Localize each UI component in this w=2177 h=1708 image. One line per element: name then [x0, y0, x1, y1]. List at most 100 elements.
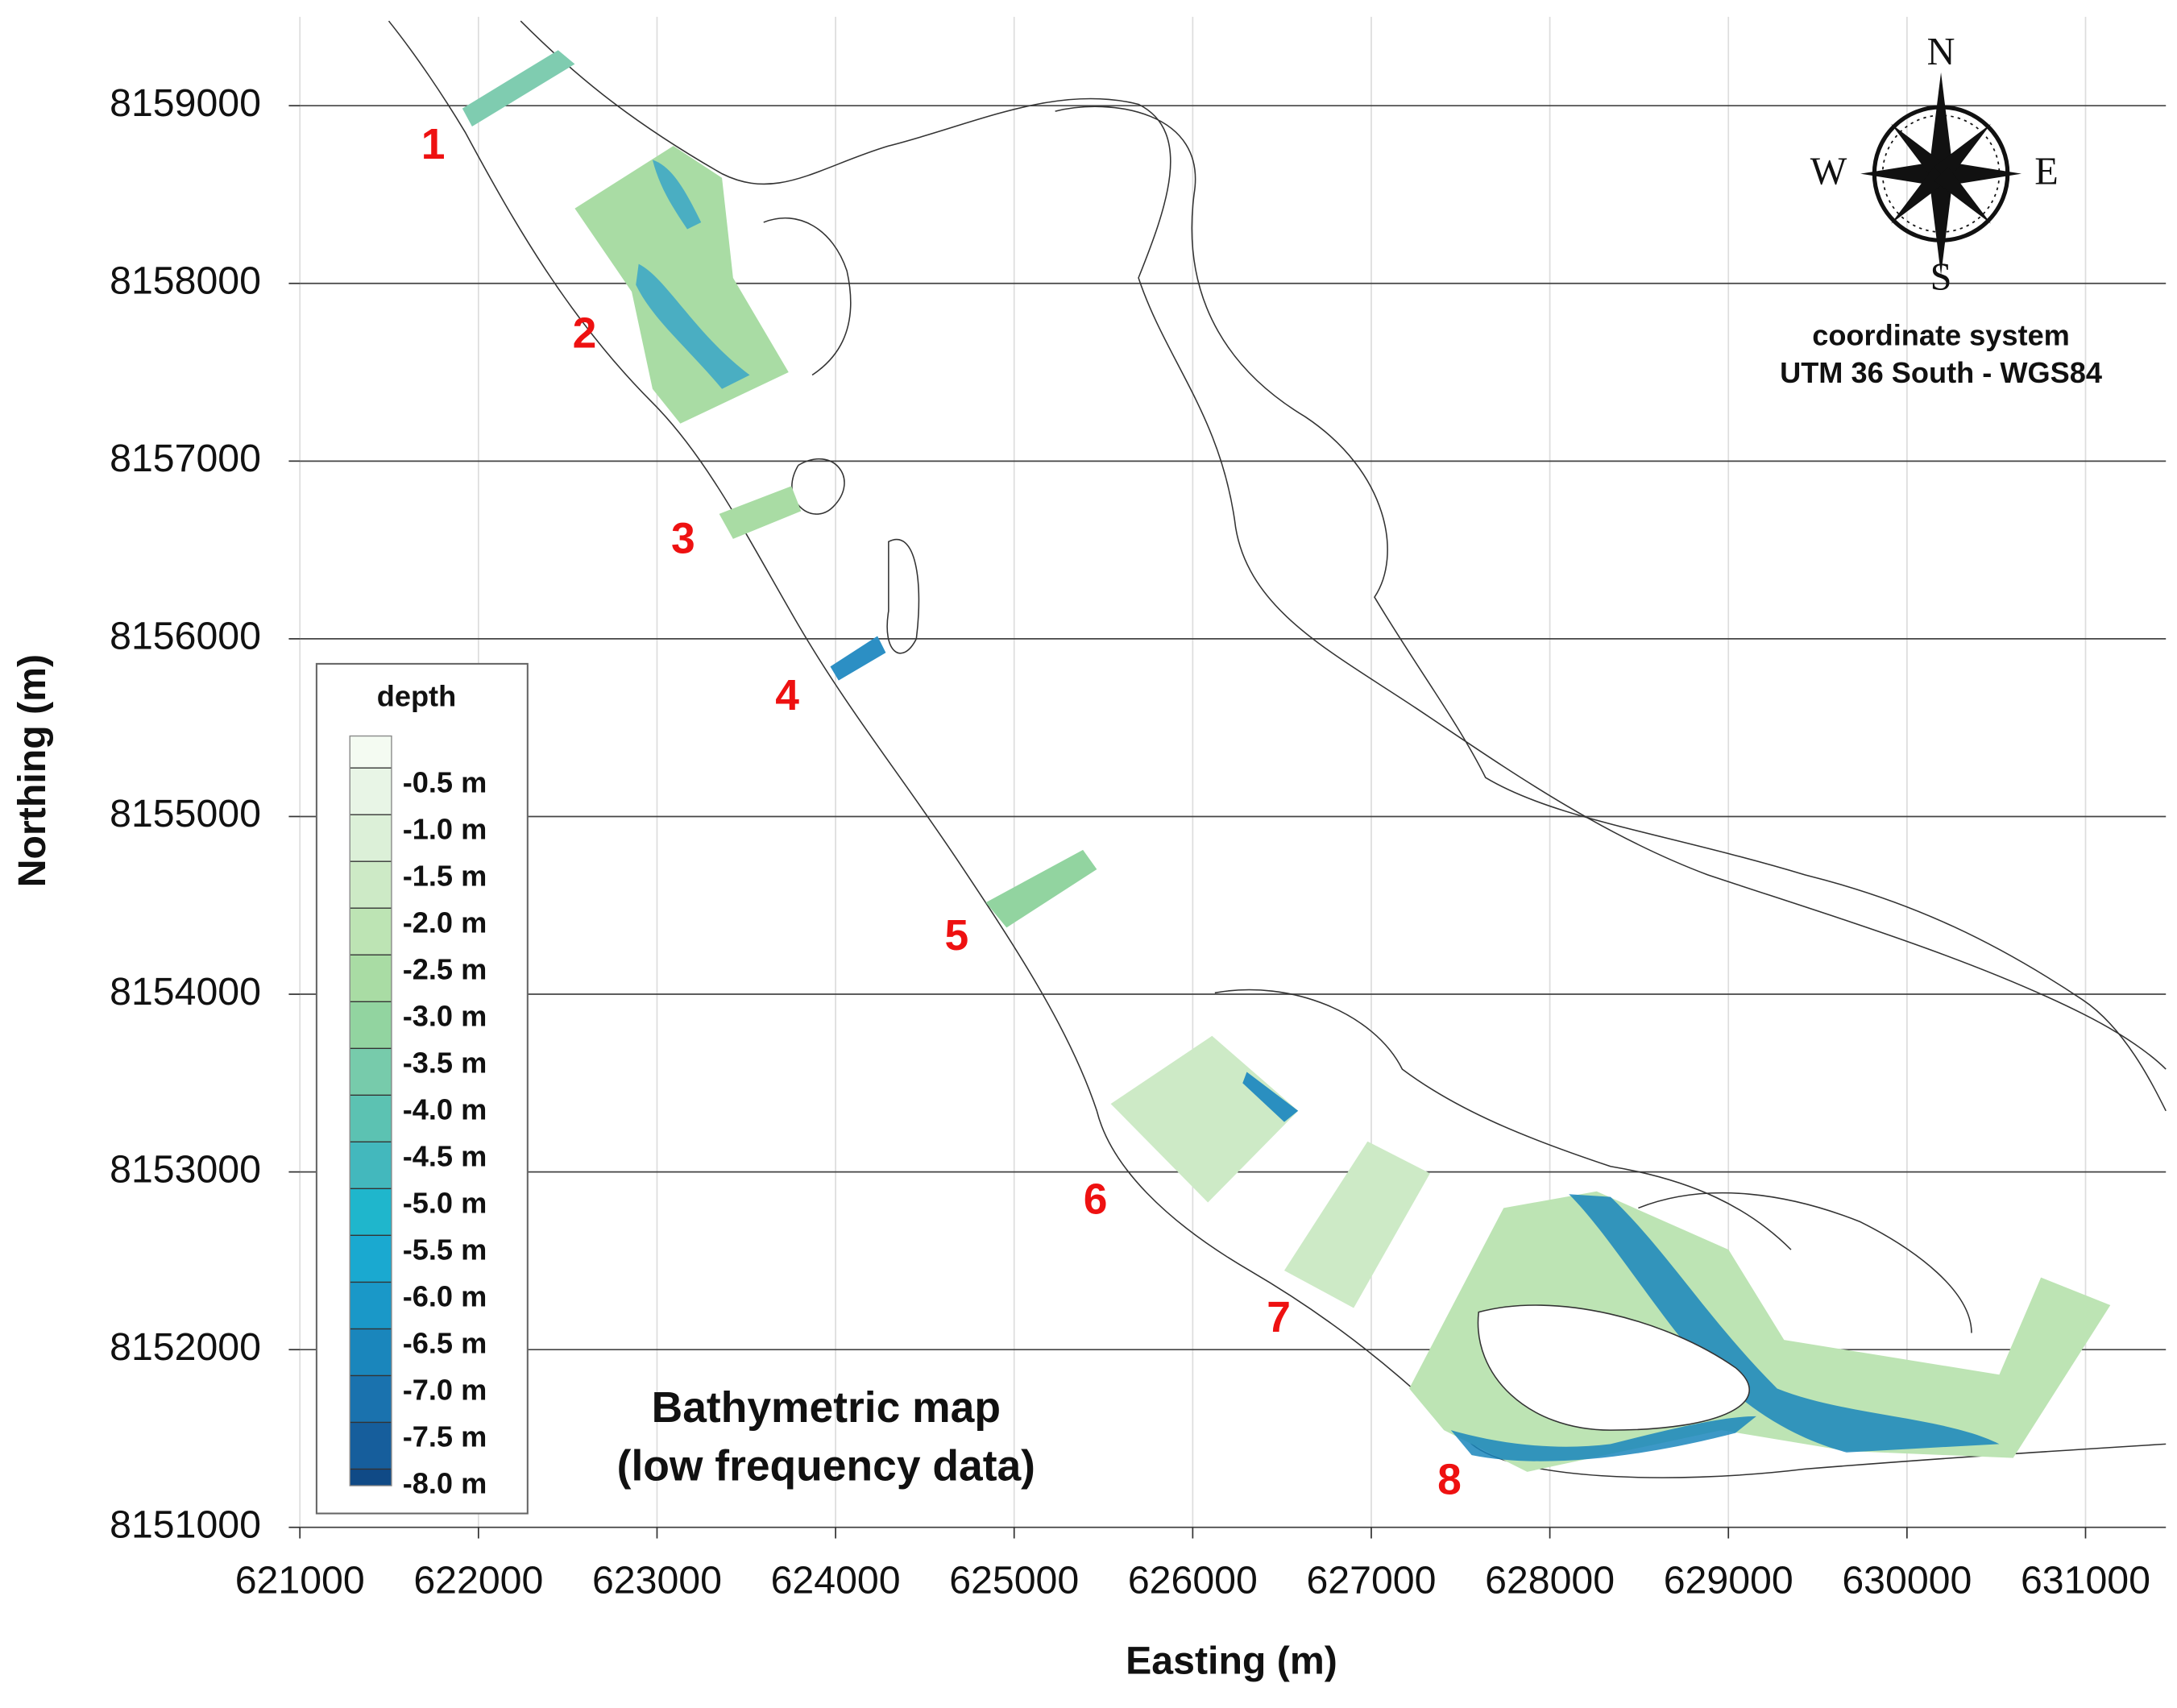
- river-bank: [1055, 106, 2167, 1112]
- compass-west: W: [1810, 150, 1847, 193]
- legend-label: -2.5 m: [403, 952, 487, 985]
- y-tick-label: 8158000: [110, 259, 261, 303]
- legend-swatch: [350, 1329, 392, 1376]
- x-tick-label: 625000: [949, 1558, 1079, 1602]
- x-tick-label: 622000: [413, 1558, 543, 1602]
- survey-area: [830, 636, 886, 681]
- legend-swatch: [350, 1469, 392, 1486]
- y-tick-label: 8159000: [110, 81, 261, 125]
- coordinate-system: coordinate system: [1812, 319, 2070, 352]
- compass-point: [1860, 162, 1942, 185]
- survey-channel: [636, 160, 750, 389]
- legend-swatch: [350, 1142, 392, 1189]
- area-labels: 1 2 3 4 5 6 7 8: [421, 121, 1462, 1504]
- x-tick-label: 631000: [2021, 1558, 2150, 1602]
- legend-swatch: [350, 908, 392, 956]
- x-tick-label: 628000: [1485, 1558, 1615, 1602]
- legend-label: -1.5 m: [403, 859, 487, 892]
- grid: [299, 16, 2167, 1528]
- river-bank: [520, 20, 2167, 1070]
- legend-label: -3.0 m: [403, 1000, 487, 1033]
- legend-label: -6.5 m: [403, 1327, 487, 1360]
- survey-area: [1283, 1141, 1430, 1308]
- legend-swatch: [350, 815, 392, 862]
- legend: depth -0.5 m -1.0 m -1.5 m -2.0 m -2.5 m -3.0…: [315, 662, 529, 1515]
- island: [1477, 1304, 1750, 1431]
- area-label: 4: [775, 672, 799, 719]
- x-tick-label: 630000: [1842, 1558, 1972, 1602]
- compass-point: [1941, 162, 2022, 185]
- legend-swatch: [350, 1282, 392, 1329]
- compass-east: E: [2034, 150, 2058, 193]
- river-bank: [763, 217, 852, 376]
- river-bank: [1214, 989, 1792, 1250]
- legend-swatch: [350, 1375, 392, 1423]
- area-label: 5: [944, 912, 968, 960]
- legend-label: -8.0 m: [403, 1467, 487, 1500]
- y-tick-label: 8153000: [110, 1147, 261, 1191]
- river-outline: [388, 20, 2167, 1478]
- map-title: (low frequency data): [617, 1442, 1035, 1490]
- survey-area: [1110, 1035, 1299, 1203]
- survey-area: [985, 849, 1097, 928]
- area-label: 6: [1084, 1176, 1108, 1224]
- legend-label: -6.0 m: [403, 1280, 487, 1313]
- survey-area: [462, 50, 575, 127]
- y-axis-title: Northing (m): [10, 654, 54, 887]
- legend-bar-frame: [349, 735, 392, 1486]
- legend-swatch: [350, 1235, 392, 1283]
- legend-label: -2.0 m: [403, 906, 487, 939]
- area-label: 2: [573, 309, 597, 357]
- x-axis-title: Easting (m): [1126, 1639, 1337, 1682]
- river-bank: [1638, 1192, 1972, 1333]
- compass-point: [1891, 123, 1948, 181]
- survey-areas: [462, 50, 2111, 1472]
- river-bank: [791, 458, 845, 515]
- x-tick-label: 624000: [771, 1558, 901, 1602]
- legend-swatch: [350, 1001, 392, 1049]
- legend-swatch: [350, 1188, 392, 1236]
- y-tick-label: 8152000: [110, 1325, 261, 1369]
- legend-title: depth: [377, 680, 456, 713]
- y-tick-label: 8157000: [110, 437, 261, 480]
- area-label: 3: [671, 515, 695, 562]
- legend-swatch: [350, 955, 392, 1002]
- compass: N S W E: [1810, 31, 2059, 298]
- survey-channel: [1450, 1194, 2000, 1461]
- legend-swatch: [350, 1048, 392, 1096]
- river-bank: [886, 539, 920, 654]
- legend-swatch: [350, 768, 392, 815]
- compass-south: S: [1930, 255, 1952, 298]
- legend-label: -4.0 m: [403, 1093, 487, 1126]
- legend-label: -5.0 m: [403, 1187, 487, 1220]
- compass-north: N: [1927, 31, 1955, 73]
- area-label: 7: [1267, 1294, 1291, 1341]
- legend-label: -3.5 m: [403, 1047, 487, 1080]
- compass-point: [1891, 167, 1948, 224]
- legend-label: -1.0 m: [403, 812, 487, 845]
- compass-point: [1934, 123, 1992, 181]
- y-tick-label: 8151000: [110, 1503, 261, 1547]
- coordinate-system: UTM 36 South - WGS84: [1780, 356, 2102, 389]
- x-tick-label: 621000: [235, 1558, 365, 1602]
- legend-label: -7.0 m: [403, 1374, 487, 1407]
- area-label: 8: [1437, 1457, 1462, 1504]
- compass-point: [1930, 72, 1952, 174]
- legend-label: -5.5 m: [403, 1233, 487, 1266]
- legend-swatch: [350, 736, 392, 769]
- legend-label: -4.5 m: [403, 1140, 487, 1173]
- y-tick-label: 8155000: [110, 792, 261, 835]
- x-tick-label: 627000: [1306, 1558, 1436, 1602]
- y-tick-label: 8156000: [110, 615, 261, 658]
- map-title: Bathymetric map: [652, 1384, 1001, 1432]
- river-bank: [388, 20, 2167, 1478]
- legend-swatch: [350, 1422, 392, 1470]
- x-tick-label: 623000: [592, 1558, 722, 1602]
- compass-point: [1930, 173, 1952, 276]
- legend-swatch: [350, 861, 392, 909]
- y-tick-label: 8154000: [110, 970, 261, 1014]
- axes: 621000 622000 623000 624000 625000 626000 6270…: [110, 81, 2150, 1602]
- x-tick-label: 629000: [1664, 1558, 1793, 1602]
